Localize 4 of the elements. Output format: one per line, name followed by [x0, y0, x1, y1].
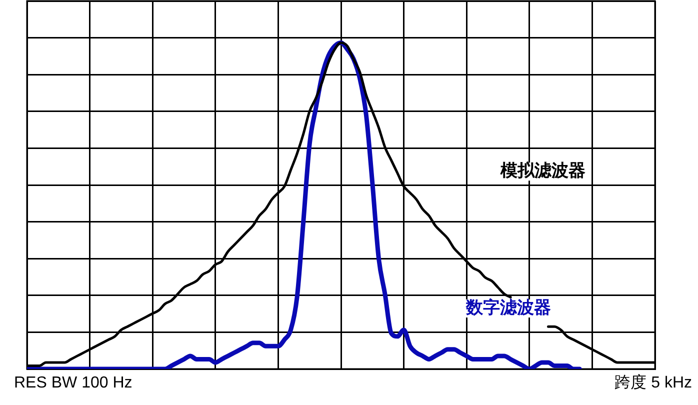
text: 模拟滤波器	[500, 161, 586, 182]
text: RES BW 100 Hz	[14, 374, 132, 392]
series-label: 数字滤波器	[465, 298, 552, 318]
text: 跨度 5 kHz	[614, 373, 692, 392]
